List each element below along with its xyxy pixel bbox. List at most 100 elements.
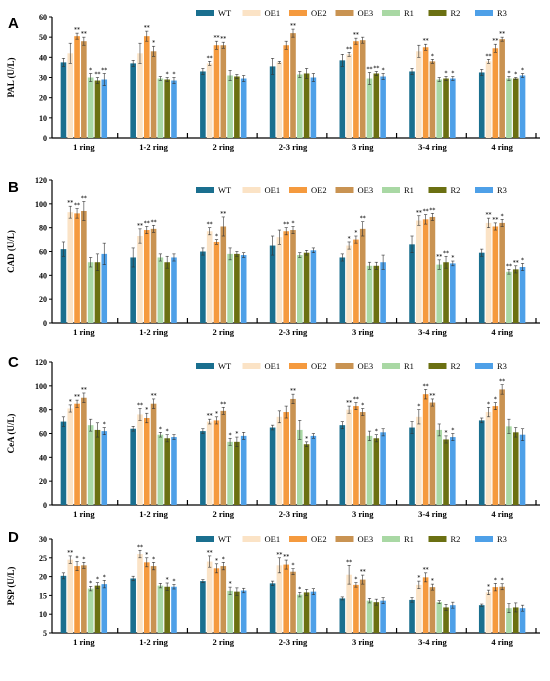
legend-swatch xyxy=(335,10,354,16)
significance-label: ** xyxy=(423,383,429,390)
legend-label: OE1 xyxy=(265,8,281,18)
bar xyxy=(346,245,352,323)
bar xyxy=(373,73,380,138)
legend-swatch xyxy=(196,363,214,369)
bar xyxy=(443,262,449,323)
legend-label: R3 xyxy=(497,361,507,371)
significance-label: ** xyxy=(423,38,429,45)
significance-label: ** xyxy=(283,221,289,228)
bar xyxy=(297,429,303,505)
significance-label: * xyxy=(494,396,497,403)
significance-label: ** xyxy=(207,549,213,556)
bar xyxy=(213,241,220,323)
bar xyxy=(499,389,505,505)
bar xyxy=(276,416,283,505)
bar xyxy=(450,263,456,323)
legend-label: OE1 xyxy=(265,534,281,544)
x-tick-label: 4 ring xyxy=(491,142,513,152)
bar xyxy=(60,249,67,323)
significance-label: ** xyxy=(81,195,87,202)
legend-swatch xyxy=(428,536,447,542)
significance-label: * xyxy=(298,586,301,593)
significance-label: * xyxy=(451,70,454,77)
bar xyxy=(366,435,373,505)
bar xyxy=(359,412,366,505)
bar xyxy=(283,45,289,138)
legend-swatch xyxy=(382,10,400,16)
significance-label: ** xyxy=(207,413,213,420)
bar xyxy=(200,251,206,323)
bar xyxy=(227,590,233,633)
bar xyxy=(436,602,443,633)
legend-label: OE2 xyxy=(311,185,327,195)
y-tick-label: 10 xyxy=(39,610,47,619)
legend-swatch xyxy=(335,363,354,369)
bar xyxy=(492,48,499,139)
bar xyxy=(512,432,519,505)
bar xyxy=(227,441,233,505)
bar xyxy=(380,262,386,323)
bar xyxy=(74,213,80,323)
bar xyxy=(150,403,157,505)
legend-swatch xyxy=(242,187,261,193)
legend-label: OE3 xyxy=(358,8,374,18)
significance-label: * xyxy=(292,220,295,227)
significance-label: * xyxy=(348,235,351,242)
significance-label: * xyxy=(354,230,357,237)
x-tick-label: 2 ring xyxy=(213,509,235,519)
significance-label: * xyxy=(166,71,169,78)
legend-swatch xyxy=(475,10,493,16)
bar xyxy=(290,398,296,505)
bar xyxy=(200,581,206,633)
bar xyxy=(67,53,74,138)
panel-letter: C xyxy=(8,354,19,371)
y-tick-label: 60 xyxy=(39,248,47,257)
significance-label: ** xyxy=(499,31,505,38)
bar xyxy=(171,437,177,505)
bar xyxy=(409,599,415,633)
bar xyxy=(234,441,240,505)
bar xyxy=(492,226,499,323)
bar xyxy=(171,257,177,323)
x-tick-label: 4 ring xyxy=(491,509,513,519)
bar xyxy=(303,444,310,505)
y-tick-label: 60 xyxy=(39,13,47,22)
significance-label: ** xyxy=(101,67,107,74)
bar xyxy=(492,406,499,505)
significance-label: * xyxy=(145,551,148,558)
bar xyxy=(409,427,415,505)
bar xyxy=(101,253,108,323)
bar xyxy=(94,80,101,138)
bar xyxy=(380,76,386,138)
y-tick-label: 60 xyxy=(39,430,47,439)
x-tick-label: 1-2 ring xyxy=(139,637,168,647)
bar xyxy=(130,257,136,323)
bar xyxy=(94,262,101,323)
significance-label: ** xyxy=(346,400,352,407)
y-tick-label: 100 xyxy=(35,200,47,209)
significance-label: ** xyxy=(207,221,213,228)
bar xyxy=(200,431,206,505)
significance-label: * xyxy=(292,562,295,569)
y-tick-label: 20 xyxy=(39,573,47,582)
bar xyxy=(269,583,276,633)
y-tick-label: 5 xyxy=(43,629,47,638)
y-tick-label: 20 xyxy=(39,477,47,486)
y-tick-label: 0 xyxy=(43,501,47,510)
x-tick-label: 2 ring xyxy=(213,327,235,337)
significance-label: * xyxy=(96,576,99,583)
bar xyxy=(157,434,164,505)
y-tick-label: 20 xyxy=(39,295,47,304)
bar xyxy=(269,427,276,505)
significance-label: ** xyxy=(486,53,492,60)
bar xyxy=(60,421,67,505)
significance-label: * xyxy=(494,577,497,584)
panel-letter: B xyxy=(8,179,19,196)
legend-swatch xyxy=(289,10,307,16)
significance-label: * xyxy=(229,432,232,439)
bar xyxy=(492,587,499,633)
legend-label: R3 xyxy=(497,534,507,544)
bar xyxy=(101,431,108,505)
bar xyxy=(74,566,80,633)
